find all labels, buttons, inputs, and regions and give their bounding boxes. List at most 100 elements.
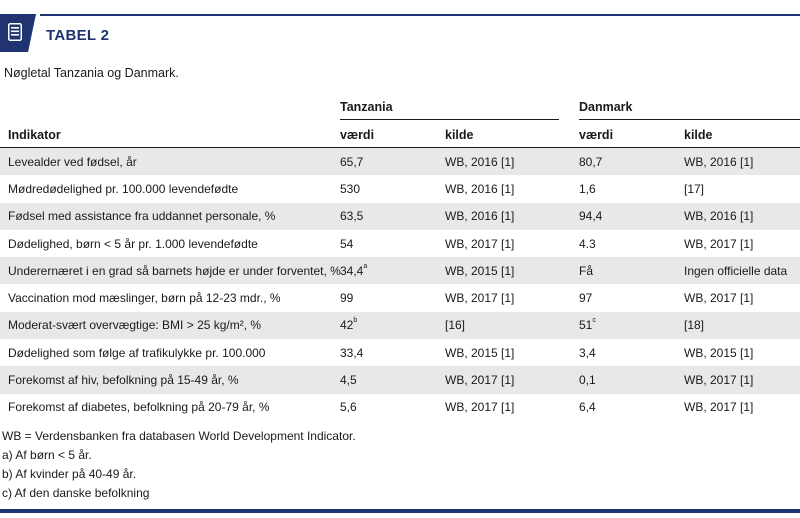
- indicator-cell: Forekomst af diabetes, befolkning på 20-…: [0, 393, 340, 421]
- indicator-cell: Mødredødelighed pr. 100.000 levendefødte: [0, 175, 340, 203]
- table-row: Underernæret i en grad så barnets højde …: [0, 257, 800, 285]
- danmark-value-cell-text: 3,4: [579, 345, 596, 360]
- footnote-marker: b: [353, 317, 358, 325]
- indicator-cell-text: Fødsel med assistance fra uddannet perso…: [8, 209, 276, 224]
- tanzania-value-cell-text: 54: [340, 236, 354, 251]
- tanzania-value-cell: 33,4: [340, 339, 445, 367]
- indicator-cell-text: Forekomst af diabetes, befolkning på 20-…: [8, 400, 270, 415]
- indicator-cell-text: Moderat-svært overvægtige: BMI > 25 kg/m…: [8, 318, 262, 333]
- group-rule-tanzania: [340, 119, 559, 120]
- group-rule-danmark: [579, 119, 800, 120]
- danmark-value-cell: 94,4: [579, 202, 684, 230]
- indicator-cell: Underernæret i en grad så barnets højde …: [0, 257, 341, 285]
- tanzania-value-cell: 5,6: [340, 393, 445, 421]
- tanzania-source-cell-text: [16]: [445, 318, 466, 333]
- tanzania-source-cell: WB, 2017 [1]: [445, 366, 579, 394]
- danmark-source-cell: WB, 2016 [1]: [684, 148, 800, 176]
- footnote-a: a) Af børn < 5 år.: [2, 448, 92, 462]
- table-row: Moderat-svært overvægtige: BMI > 25 kg/m…: [0, 311, 800, 340]
- table-row: Forekomst af diabetes, befolkning på 20-…: [0, 393, 800, 421]
- danmark-source-cell-text: WB, 2015 [1]: [684, 345, 754, 360]
- tanzania-value-cell: 65,7: [340, 148, 445, 176]
- tanzania-value-cell: 42b: [340, 311, 445, 340]
- indicator-table-body: Levealder ved fødsel, år 65,7 WB, 2016 [1]…: [0, 148, 800, 421]
- danmark-source-cell: [17]: [684, 175, 800, 203]
- danmark-value-cell-text: 1,6: [579, 181, 596, 196]
- danmark-source-cell-text: [18]: [684, 318, 705, 333]
- danmark-value-cell: 4.3: [579, 229, 684, 258]
- danmark-value-cell: 51c: [579, 311, 684, 340]
- danmark-source-cell-text: WB, 2017 [1]: [684, 373, 754, 388]
- tanzania-value-cell: 63,5: [340, 202, 445, 230]
- danmark-source-cell-text: WB, 2017 [1]: [684, 291, 754, 306]
- danmark-value-cell-text: 94,4: [579, 209, 603, 224]
- list-icon: [8, 23, 22, 41]
- tanzania-source-cell: [16]: [445, 311, 579, 340]
- tanzania-source-cell-text: WB, 2016 [1]: [445, 209, 515, 224]
- danmark-source-cell-text: WB, 2016 [1]: [684, 154, 754, 169]
- footnote-marker: c: [592, 317, 596, 325]
- danmark-source-cell: WB, 2017 [1]: [684, 393, 800, 421]
- tanzania-value-cell: 54: [340, 229, 445, 258]
- danmark-value-cell: 6,4: [579, 393, 684, 421]
- danmark-value-cell: 97: [579, 284, 684, 312]
- danmark-source-cell-text: [17]: [684, 181, 705, 196]
- tanzania-value-cell: 530: [340, 175, 445, 203]
- danmark-source-cell: WB, 2017 [1]: [684, 229, 800, 258]
- tanzania-source-cell-text: WB, 2017 [1]: [445, 236, 515, 251]
- indicator-cell-text: Vaccination mod mæslinger, børn på 12-23…: [8, 291, 281, 306]
- danmark-source-cell: Ingen officielle data: [684, 257, 800, 285]
- table-label: TABEL 2: [46, 27, 110, 44]
- tanzania-source-cell: WB, 2016 [1]: [445, 148, 579, 176]
- indicator-cell: Dødelighed, børn < 5 år pr. 1.000 levend…: [0, 229, 340, 258]
- indicator-cell-text: Forekomst af hiv, befolkning på 15-49 år…: [8, 373, 239, 388]
- tanzania-source-cell: WB, 2017 [1]: [445, 229, 579, 258]
- tanzania-source-cell-text: WB, 2016 [1]: [445, 181, 515, 196]
- column-header-indikator: Indikator: [8, 128, 61, 142]
- danmark-source-cell: WB, 2017 [1]: [684, 284, 800, 312]
- tanzania-source-cell-text: WB, 2015 [1]: [445, 345, 515, 360]
- tanzania-value-cell-text: 99: [340, 291, 354, 306]
- danmark-source-cell: WB, 2017 [1]: [684, 366, 800, 394]
- column-header-dk-kilde: kilde: [684, 128, 713, 142]
- danmark-value-cell-text: 4.3: [579, 236, 596, 251]
- bottom-rule: [0, 509, 800, 513]
- group-header-tanzania: Tanzania: [340, 100, 393, 114]
- tanzania-value-cell-text: 63,5: [340, 209, 364, 224]
- table-row: Forekomst af hiv, befolkning på 15-49 år…: [0, 366, 800, 394]
- footnote-c: c) Af den danske befolkning: [2, 486, 150, 500]
- danmark-value-cell-text: 97: [579, 291, 593, 306]
- tanzania-source-cell-text: WB, 2017 [1]: [445, 373, 515, 388]
- group-header-danmark: Danmark: [579, 100, 633, 114]
- danmark-value-cell: 0,1: [579, 366, 684, 394]
- indicator-cell: Forekomst af hiv, befolkning på 15-49 år…: [0, 366, 340, 394]
- danmark-source-cell: WB, 2015 [1]: [684, 339, 800, 367]
- danmark-source-cell-text: WB, 2016 [1]: [684, 209, 754, 224]
- tanzania-source-cell-text: WB, 2017 [1]: [445, 291, 515, 306]
- danmark-source-cell-text: WB, 2017 [1]: [684, 400, 754, 415]
- table-row: Mødredødelighed pr. 100.000 levendefødte…: [0, 175, 800, 203]
- danmark-value-cell: Få: [579, 257, 684, 285]
- column-header-tz-kilde: kilde: [445, 128, 474, 142]
- indicator-cell-text: Mødredødelighed pr. 100.000 levendefødte: [8, 181, 239, 196]
- indicator-cell: Dødelighed som følge af trafikulykke pr.…: [0, 339, 340, 367]
- tanzania-value-cell-text: 42: [340, 318, 354, 333]
- table-row: Fødsel med assistance fra uddannet perso…: [0, 202, 800, 230]
- table-caption: Nøgletal Tanzania og Danmark.: [4, 66, 179, 80]
- danmark-value-cell-text: 0,1: [579, 373, 596, 388]
- table-row: Vaccination mod mæslinger, børn på 12-23…: [0, 284, 800, 312]
- tanzania-value-cell-text: 530: [340, 181, 361, 196]
- tanzania-value-cell: 4,5: [340, 366, 445, 394]
- danmark-value-cell: 1,6: [579, 175, 684, 203]
- tanzania-value-cell-text: 4,5: [340, 373, 357, 388]
- table-row: Dødelighed, børn < 5 år pr. 1.000 levend…: [0, 229, 800, 258]
- tanzania-value-cell: 99: [340, 284, 445, 312]
- indicator-cell: Levealder ved fødsel, år: [0, 148, 340, 176]
- tanzania-value-cell-text: 5,6: [340, 400, 357, 415]
- tanzania-source-cell: WB, 2015 [1]: [445, 257, 579, 285]
- indicator-cell-text: Dødelighed, børn < 5 år pr. 1.000 levend…: [8, 236, 258, 251]
- tanzania-source-cell-text: WB, 2017 [1]: [445, 400, 515, 415]
- indicator-cell-text: Underernæret i en grad så barnets højde …: [8, 263, 341, 278]
- danmark-value-cell: 80,7: [579, 148, 684, 176]
- indicator-cell-text: Dødelighed som følge af trafikulykke pr.…: [8, 345, 266, 360]
